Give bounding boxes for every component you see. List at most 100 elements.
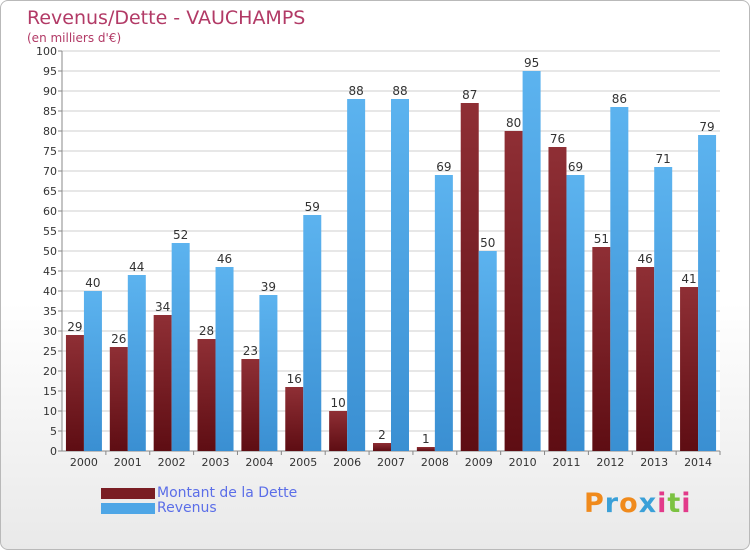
data-label-revenus: 52 — [173, 228, 188, 242]
data-label-revenus: 59 — [305, 200, 320, 214]
y-tick-label: 30 — [43, 325, 57, 338]
bar-revenus — [171, 243, 190, 451]
data-label-revenus: 69 — [436, 160, 451, 174]
y-tick-label: 55 — [43, 225, 57, 238]
x-tick-label: 2008 — [421, 456, 449, 469]
x-tick-label: 2006 — [333, 456, 361, 469]
legend-label-dette: Montant de la Dette — [157, 485, 298, 501]
bar-revenus — [391, 99, 409, 451]
data-label-dette: 34 — [155, 300, 170, 314]
y-tick-label: 80 — [43, 125, 57, 138]
data-label-dette: 80 — [506, 116, 521, 130]
bar-dette — [592, 247, 611, 451]
y-tick-label: 85 — [43, 105, 57, 118]
x-tick-label: 2011 — [552, 456, 580, 469]
data-label-dette: 1 — [422, 432, 430, 446]
y-tick-label: 90 — [43, 85, 57, 98]
legend-item-dette: Montant de la Dette — [101, 486, 297, 501]
bar-revenus — [303, 215, 322, 451]
bar-dette — [65, 335, 84, 451]
y-tick-label: 100 — [36, 45, 57, 58]
data-label-dette: 87 — [462, 88, 477, 102]
y-tick-label: 10 — [43, 405, 57, 418]
legend-swatch-revenus — [101, 503, 155, 514]
x-tick-label: 2005 — [289, 456, 317, 469]
legend-item-revenus: Revenus — [101, 501, 297, 516]
x-tick-label: 2000 — [70, 456, 98, 469]
data-label-revenus: 71 — [656, 152, 671, 166]
data-label-revenus: 50 — [480, 236, 495, 250]
data-label-revenus: 88 — [392, 84, 407, 98]
bar-revenus — [698, 135, 717, 451]
legend-swatch-dette — [101, 488, 155, 499]
data-label-dette: 10 — [330, 396, 345, 410]
y-tick-label: 0 — [50, 445, 57, 458]
y-tick-label: 65 — [43, 185, 57, 198]
data-label-dette: 26 — [111, 332, 126, 346]
data-label-dette: 29 — [67, 320, 82, 334]
bar-revenus — [610, 107, 629, 451]
y-tick-label: 70 — [43, 165, 57, 178]
y-tick-label: 60 — [43, 205, 57, 218]
chart-legend: Montant de la Dette Revenus — [101, 486, 297, 516]
x-tick-label: 2012 — [596, 456, 624, 469]
proxiti-logo: Proxiti — [584, 488, 692, 519]
x-tick-label: 2010 — [509, 456, 537, 469]
data-label-revenus: 79 — [699, 120, 714, 134]
y-tick-label: 25 — [43, 345, 57, 358]
y-tick-label: 45 — [43, 265, 57, 278]
x-tick-label: 2014 — [684, 456, 712, 469]
bar-dette — [109, 347, 128, 451]
data-label-dette: 51 — [594, 232, 609, 246]
x-tick-label: 2004 — [245, 456, 273, 469]
bar-dette — [460, 103, 479, 451]
y-tick-label: 5 — [50, 425, 57, 438]
bar-dette — [504, 131, 523, 451]
data-label-dette: 41 — [681, 272, 696, 286]
x-tick-label: 2013 — [640, 456, 668, 469]
data-label-revenus: 95 — [524, 56, 539, 70]
chart-subtitle: (en milliers d'€) — [27, 31, 122, 45]
bar-revenus — [347, 99, 366, 451]
bar-revenus — [215, 267, 234, 451]
data-label-revenus: 69 — [568, 160, 583, 174]
bar-revenus — [522, 71, 541, 451]
y-tick-label: 20 — [43, 365, 57, 378]
bar-dette — [416, 447, 435, 451]
data-label-revenus: 86 — [612, 92, 627, 106]
bar-dette — [636, 267, 655, 451]
bar-dette — [285, 387, 304, 451]
data-label-dette: 28 — [199, 324, 214, 338]
bar-dette — [197, 339, 216, 451]
data-label-dette: 2 — [378, 428, 386, 442]
bar-dette — [373, 443, 391, 451]
x-tick-label: 2001 — [114, 456, 142, 469]
data-label-revenus: 44 — [129, 260, 144, 274]
data-label-revenus: 46 — [217, 252, 232, 266]
x-tick-label: 2007 — [377, 456, 405, 469]
bar-dette — [680, 287, 699, 451]
bar-dette — [329, 411, 348, 451]
data-label-dette: 16 — [287, 372, 302, 386]
data-label-dette: 76 — [550, 132, 565, 146]
data-label-revenus: 39 — [261, 280, 276, 294]
data-label-dette: 23 — [243, 344, 258, 358]
bar-revenus — [83, 291, 102, 451]
bar-dette — [153, 315, 172, 451]
bar-dette — [548, 147, 567, 451]
y-tick-label: 75 — [43, 145, 57, 158]
y-tick-label: 40 — [43, 285, 57, 298]
chart-title: Revenus/Dette - VAUCHAMPS — [27, 7, 306, 29]
bar-revenus — [478, 251, 497, 451]
bar-revenus — [654, 167, 673, 451]
bar-revenus — [434, 175, 453, 451]
y-tick-label: 35 — [43, 305, 57, 318]
bar-dette — [241, 359, 260, 451]
bar-revenus — [127, 275, 146, 451]
y-tick-label: 15 — [43, 385, 57, 398]
x-tick-label: 2009 — [465, 456, 493, 469]
x-tick-label: 2002 — [158, 456, 186, 469]
bar-revenus — [566, 175, 585, 451]
